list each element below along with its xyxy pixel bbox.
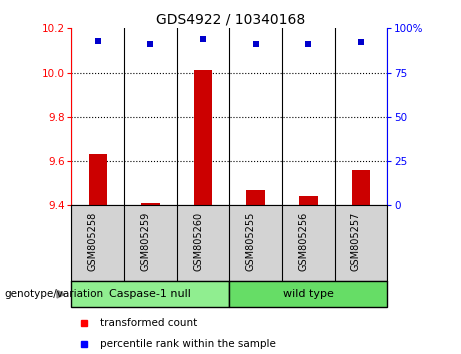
Text: transformed count: transformed count [100,318,197,329]
Text: percentile rank within the sample: percentile rank within the sample [100,338,276,349]
Bar [141,203,160,205]
Text: genotype/variation: genotype/variation [5,289,104,299]
Text: wild type: wild type [283,289,334,299]
Text: GSM805257: GSM805257 [351,211,361,271]
Text: GSM805260: GSM805260 [193,211,203,270]
Bar [229,281,387,307]
Text: GDS4922 / 10340168: GDS4922 / 10340168 [156,12,305,27]
Bar [247,190,265,205]
Text: GSM805259: GSM805259 [141,211,150,271]
Bar [89,154,107,205]
Bar [299,196,318,205]
Text: GSM805255: GSM805255 [246,211,256,271]
Text: Caspase-1 null: Caspase-1 null [109,289,191,299]
Bar [71,281,229,307]
Bar [352,170,370,205]
Text: GSM805258: GSM805258 [88,211,98,271]
Text: GSM805256: GSM805256 [298,211,308,271]
Bar [194,70,212,205]
